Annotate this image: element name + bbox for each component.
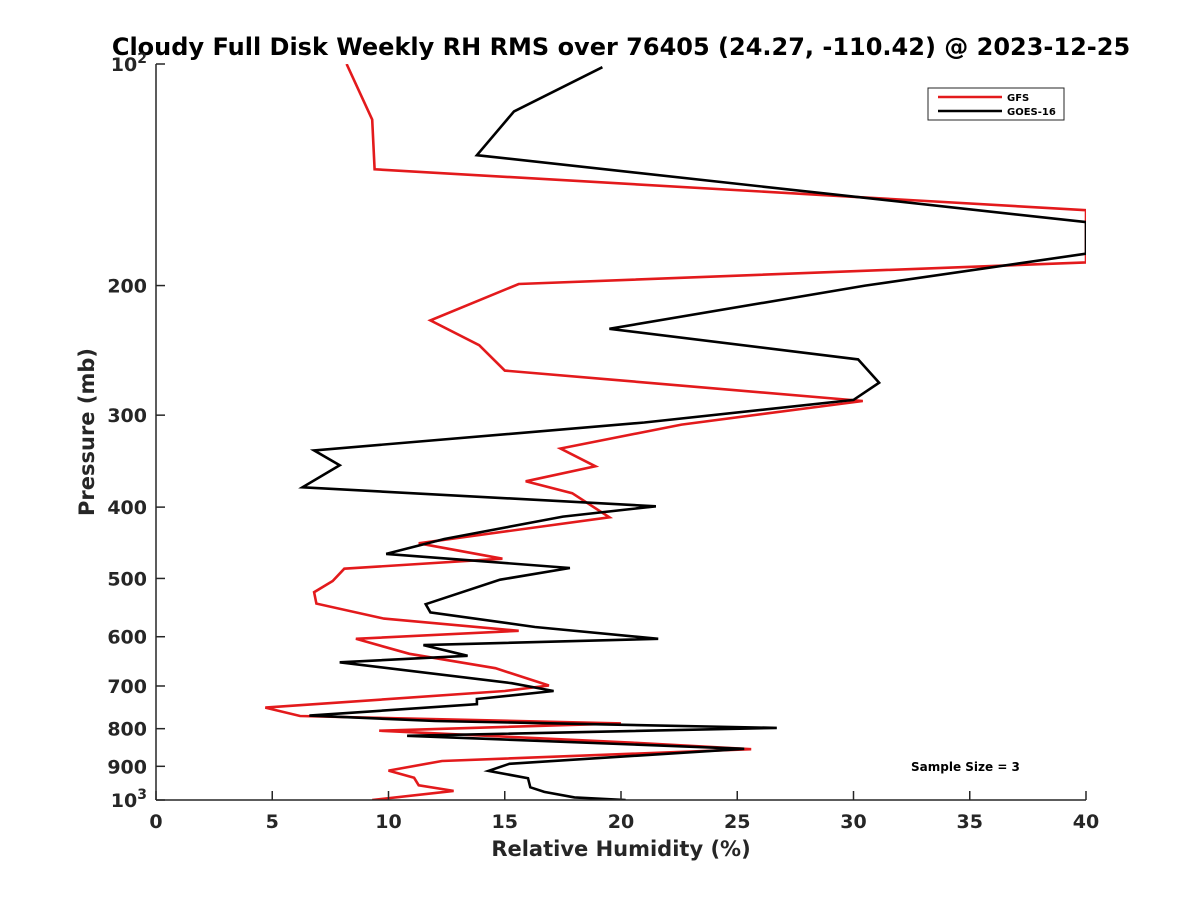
x-tick-label: 25 [724, 811, 750, 833]
x-tick-label: 10 [375, 811, 401, 833]
x-axis-label: Relative Humidity (%) [491, 837, 750, 861]
axes [155, 64, 1086, 801]
y-tick-label: 800 [107, 719, 147, 741]
series-line-gfs [264, 64, 1086, 800]
y-tick-label: 400 [107, 497, 147, 519]
x-tick-label: 35 [957, 811, 983, 833]
chart-title: Cloudy Full Disk Weekly RH RMS over 7640… [112, 33, 1130, 61]
y-ticks: 102 200 300 400 500 600 700 800 900 103 [107, 51, 165, 812]
y-tick-label: 103 [111, 787, 147, 812]
series-layer [264, 64, 1086, 800]
series-line-goes-16 [298, 66, 1086, 800]
legend-label-goes-16: GOES-16 [1007, 107, 1056, 118]
x-tick-label: 5 [266, 811, 279, 833]
y-tick-label: 300 [107, 405, 147, 427]
legend-label-gfs: GFS [1007, 93, 1029, 104]
y-tick-label: 600 [107, 627, 147, 649]
x-tick-label: 15 [492, 811, 518, 833]
y-tick-label: 700 [107, 676, 147, 698]
y-tick-label: 500 [107, 568, 147, 590]
x-tick-label: 30 [840, 811, 866, 833]
x-ticks: 0 5 10 15 20 25 30 35 40 [149, 791, 1099, 833]
y-tick-label: 200 [107, 276, 147, 298]
y-tick-label: 102 [111, 51, 147, 76]
legend-box [927, 87, 1065, 121]
x-tick-label: 0 [149, 811, 162, 833]
sample-size-annotation: Sample Size = 3 [911, 760, 1020, 774]
y-axis-label: Pressure (mb) [75, 348, 99, 516]
x-tick-label: 40 [1073, 811, 1099, 833]
y-tick-label: 900 [107, 756, 147, 778]
x-tick-label: 20 [608, 811, 634, 833]
legend: GFS GOES-16 [927, 87, 1065, 121]
